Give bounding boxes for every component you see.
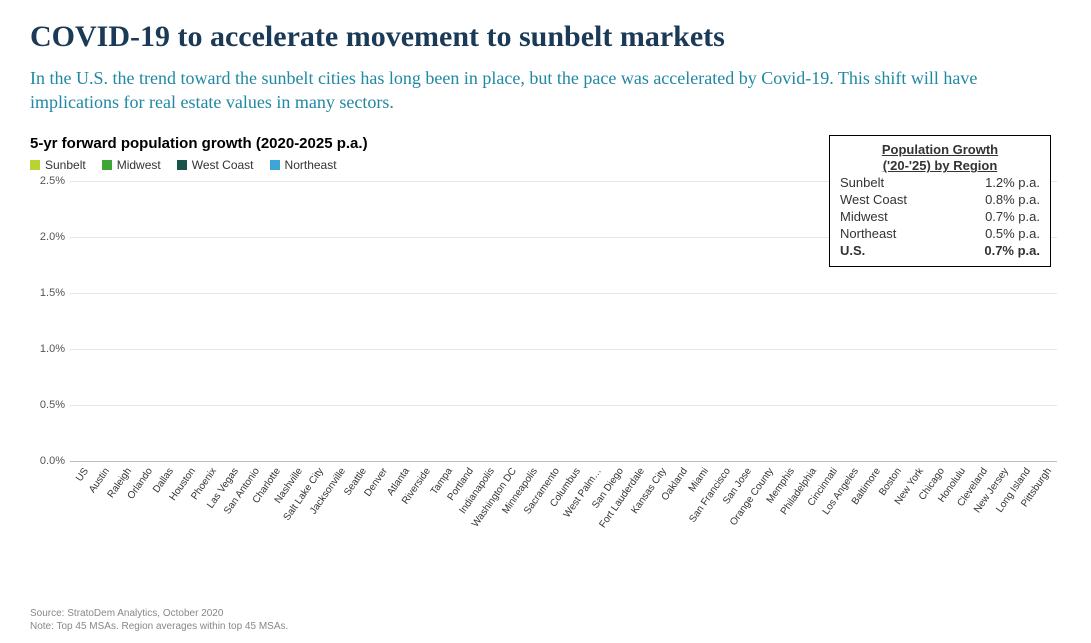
legend-item: Sunbelt <box>30 158 86 172</box>
x-label-column: Baltimore <box>864 462 883 542</box>
footnote-note: Note: Top 45 MSAs. Region averages withi… <box>30 620 288 633</box>
region-box-row: Midwest 0.7% p.a. <box>840 209 1040 226</box>
region-box-label: West Coast <box>840 192 907 209</box>
region-box-value: 1.2% p.a. <box>985 175 1040 192</box>
x-label-column: Jacksonville <box>329 462 348 542</box>
region-box-value: 0.8% p.a. <box>985 192 1040 209</box>
x-label-column: Oakland <box>671 462 690 542</box>
chart-gridline <box>70 293 1057 294</box>
y-axis-tick-label: 1.5% <box>30 287 65 299</box>
region-box-label: Midwest <box>840 209 888 226</box>
x-label-column: New York <box>907 462 926 542</box>
legend-swatch-icon <box>30 160 40 170</box>
region-box-title-line1: Population Growth <box>840 142 1040 159</box>
y-axis-tick-label: 2.0% <box>30 231 65 243</box>
region-box-row: West Coast 0.8% p.a. <box>840 192 1040 209</box>
x-axis-tick-label: US <box>74 466 91 484</box>
region-box-label: Sunbelt <box>840 175 884 192</box>
legend-item: West Coast <box>177 158 254 172</box>
legend-swatch-icon <box>177 160 187 170</box>
region-box-label: U.S. <box>840 243 865 260</box>
y-axis-tick-label: 2.5% <box>30 175 65 187</box>
x-label-column: Riverside <box>415 462 434 542</box>
x-label-column: Seattle <box>350 462 369 542</box>
chart-container: 5-yr forward population growth (2020-202… <box>30 135 1061 542</box>
legend-label: Northeast <box>285 158 337 172</box>
legend-item: Northeast <box>270 158 337 172</box>
region-box-row: Northeast 0.5% p.a. <box>840 226 1040 243</box>
footnotes: Source: StratoDem Analytics, October 202… <box>30 607 288 633</box>
region-box-value: 0.5% p.a. <box>985 226 1040 243</box>
y-axis-tick-label: 0.0% <box>30 455 65 467</box>
region-box-value: 0.7% p.a. <box>984 243 1040 260</box>
x-label-column: Denver <box>372 462 391 542</box>
legend-swatch-icon <box>102 160 112 170</box>
region-box-row: Sunbelt 1.2% p.a. <box>840 175 1040 192</box>
region-box-label: Northeast <box>840 226 896 243</box>
slide-subtitle: In the U.S. the trend toward the sunbelt… <box>30 66 990 115</box>
region-box-value: 0.7% p.a. <box>985 209 1040 226</box>
legend-label: Sunbelt <box>45 158 86 172</box>
x-label-column: US <box>72 462 91 542</box>
slide-title: COVID-19 to accelerate movement to sunbe… <box>30 20 1061 54</box>
region-summary-box: Population Growth ('20-'25) by Region Su… <box>829 135 1051 267</box>
x-label-column: Austin <box>93 462 112 542</box>
chart-x-labels: USAustinRaleighOrlandoDallasHoustonPhoen… <box>70 462 1057 542</box>
chart-gridline <box>70 349 1057 350</box>
footnote-source: Source: StratoDem Analytics, October 202… <box>30 607 288 620</box>
region-box-title-line2: ('20-'25) by Region <box>840 158 1040 175</box>
y-axis-tick-label: 1.0% <box>30 343 65 355</box>
legend-label: Midwest <box>117 158 161 172</box>
x-label-column: Houston <box>179 462 198 542</box>
legend-item: Midwest <box>102 158 161 172</box>
x-label-column: Raleigh <box>115 462 134 542</box>
legend-swatch-icon <box>270 160 280 170</box>
y-axis-tick-label: 0.5% <box>30 399 65 411</box>
x-label-column: Orlando <box>136 462 155 542</box>
slide-container: COVID-19 to accelerate movement to sunbe… <box>0 0 1091 643</box>
x-label-column: Pittsburgh <box>1035 462 1054 542</box>
chart-gridline <box>70 405 1057 406</box>
region-box-row: U.S. 0.7% p.a. <box>840 243 1040 260</box>
legend-label: West Coast <box>192 158 254 172</box>
